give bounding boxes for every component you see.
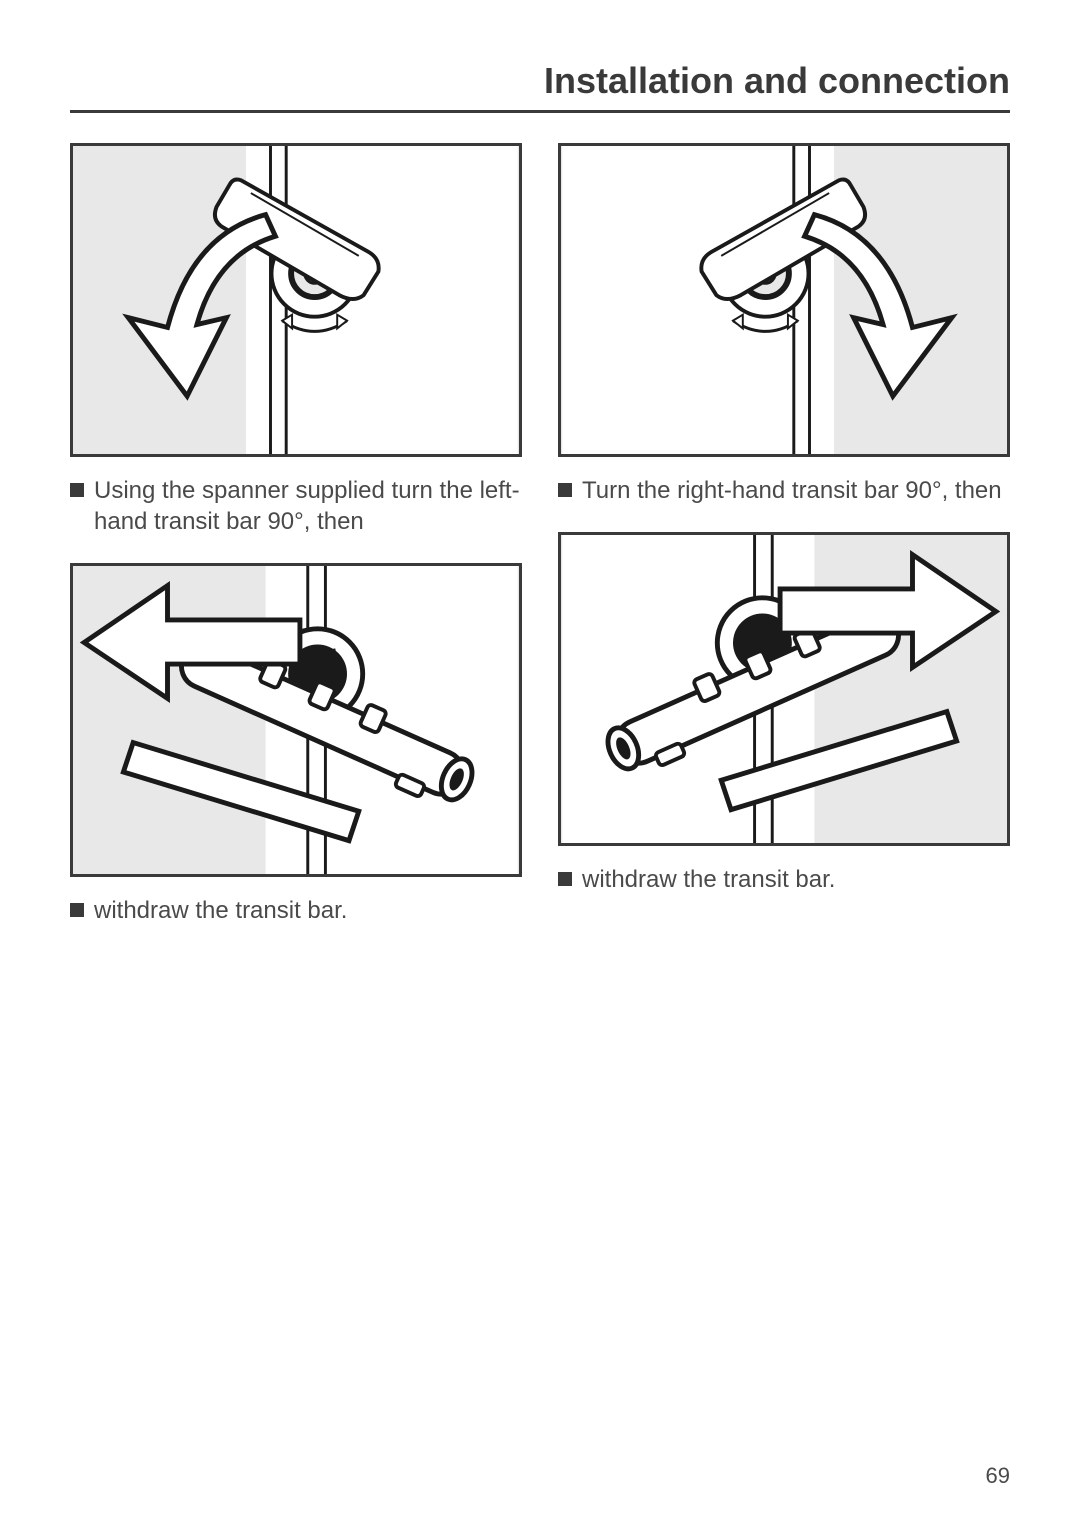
page-number: 69 xyxy=(986,1463,1010,1489)
bullet-square-icon xyxy=(558,483,572,497)
content-grid: Using the spanner supplied turn the left… xyxy=(70,143,1010,953)
instruction-step: withdraw the transit bar. xyxy=(70,895,522,926)
instruction-text: Turn the right-hand transit bar 90°, the… xyxy=(582,475,1002,506)
instruction-step: Turn the right-hand transit bar 90°, the… xyxy=(558,475,1010,506)
left-column: Using the spanner supplied turn the left… xyxy=(70,143,522,953)
illustration-turn-left xyxy=(70,143,522,457)
instruction-step: Using the spanner supplied turn the left… xyxy=(70,475,522,537)
bullet-square-icon xyxy=(70,903,84,917)
instruction-text: withdraw the transit bar. xyxy=(94,895,347,926)
bullet-square-icon xyxy=(70,483,84,497)
illustration-withdraw-right xyxy=(558,532,1010,846)
right-column: Turn the right-hand transit bar 90°, the… xyxy=(558,143,1010,953)
instruction-text: Using the spanner supplied turn the left… xyxy=(94,475,522,537)
illustration-turn-right xyxy=(558,143,1010,457)
illustration-withdraw-left xyxy=(70,563,522,877)
instruction-step: withdraw the transit bar. xyxy=(558,864,1010,895)
instruction-text: withdraw the transit bar. xyxy=(582,864,835,895)
bullet-square-icon xyxy=(558,872,572,886)
page-title: Installation and connection xyxy=(70,60,1010,102)
page-header: Installation and connection xyxy=(70,60,1010,113)
